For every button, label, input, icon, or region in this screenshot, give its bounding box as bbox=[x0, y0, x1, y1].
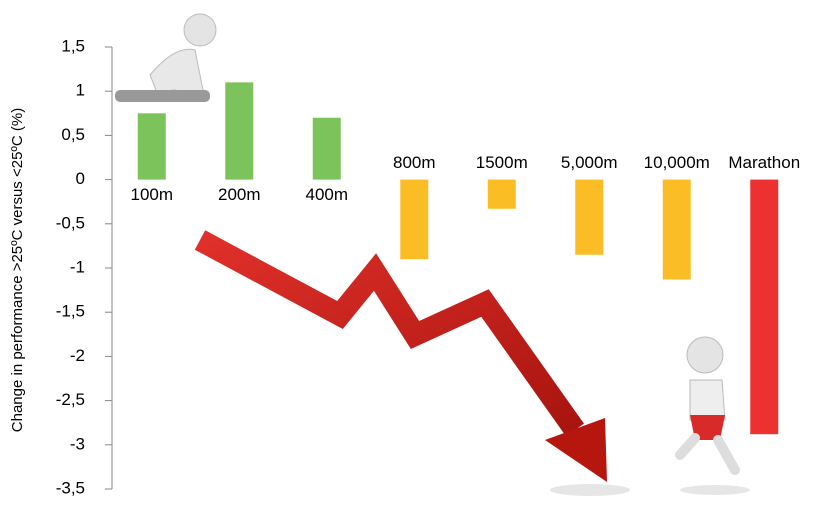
bar bbox=[750, 179, 779, 435]
y-tick-label: -1,5 bbox=[56, 302, 85, 321]
x-tick-label: 800m bbox=[393, 153, 436, 172]
y-tick-label: 1 bbox=[76, 81, 85, 100]
y-axis-label: Change in performance >25ºC versus <25ºC… bbox=[9, 108, 26, 432]
decoration-figure-runner bbox=[675, 336, 750, 495]
x-tick-label: 200m bbox=[218, 185, 261, 204]
bar bbox=[137, 113, 166, 180]
y-tick-label: -1 bbox=[70, 257, 85, 276]
bar bbox=[487, 179, 516, 209]
bar bbox=[225, 82, 254, 180]
y-tick-label: -2 bbox=[70, 346, 85, 365]
y-tick-label: -3 bbox=[70, 434, 85, 453]
x-tick-label: 10,000m bbox=[644, 153, 710, 172]
y-tick-label: -0,5 bbox=[56, 213, 85, 232]
x-tick-label: 5,000m bbox=[561, 153, 618, 172]
y-tick-label: 1,5 bbox=[61, 36, 85, 55]
x-tick-label: Marathon bbox=[728, 153, 800, 172]
y-tick-label: -2,5 bbox=[56, 390, 85, 409]
decoration-arrow bbox=[194, 230, 630, 496]
x-tick-label: 400m bbox=[305, 185, 348, 204]
bar bbox=[312, 117, 341, 180]
bar bbox=[575, 179, 604, 255]
bar bbox=[662, 179, 691, 280]
y-tick-label: -3,5 bbox=[56, 478, 85, 497]
y-tick-label: 0,5 bbox=[61, 125, 85, 144]
bar bbox=[400, 179, 429, 260]
x-tick-label: 1500m bbox=[476, 153, 528, 172]
x-tick-label: 100m bbox=[130, 185, 173, 204]
decoration-figure-start bbox=[115, 13, 217, 102]
y-tick-label: 0 bbox=[76, 169, 85, 188]
